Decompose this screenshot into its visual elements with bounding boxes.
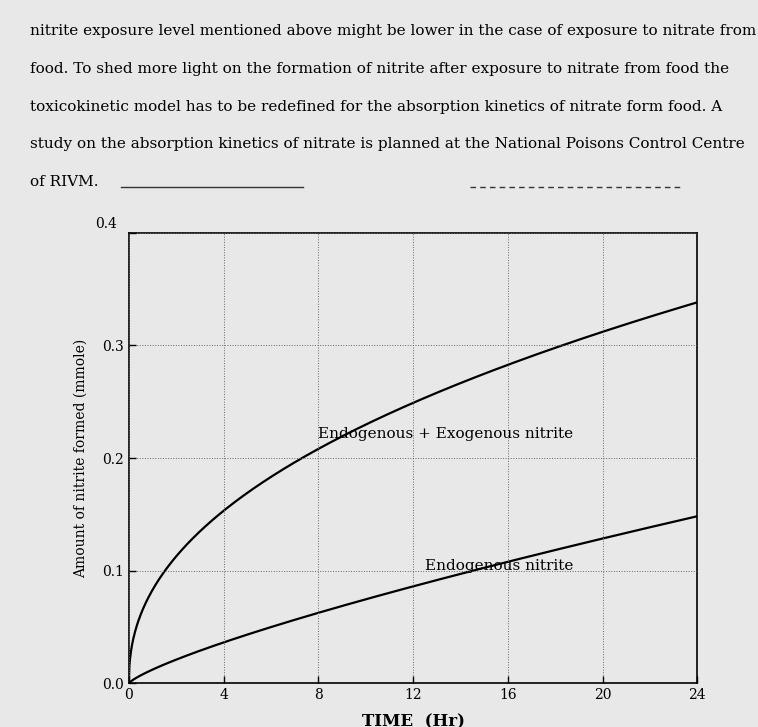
Text: nitrite exposure level mentioned above might be lower in the case of exposure to: nitrite exposure level mentioned above m…: [30, 25, 756, 39]
Text: Endogenous nitrite: Endogenous nitrite: [425, 559, 573, 573]
X-axis label: TIME  (Hr): TIME (Hr): [362, 713, 465, 727]
Text: 0.4: 0.4: [96, 217, 117, 231]
Text: study on the absorption kinetics of nitrate is planned at the National Poisons C: study on the absorption kinetics of nitr…: [30, 137, 745, 151]
Y-axis label: Amount of nitrite formed (mmole): Amount of nitrite formed (mmole): [74, 338, 88, 578]
Text: of RIVM.: of RIVM.: [30, 175, 99, 189]
Text: Endogenous + Exogenous nitrite: Endogenous + Exogenous nitrite: [318, 427, 574, 441]
Text: toxicokinetic model has to be redefined for the absorption kinetics of nitrate f: toxicokinetic model has to be redefined …: [30, 100, 722, 113]
Text: food. To shed more light on the formation of nitrite after exposure to nitrate f: food. To shed more light on the formatio…: [30, 62, 729, 76]
